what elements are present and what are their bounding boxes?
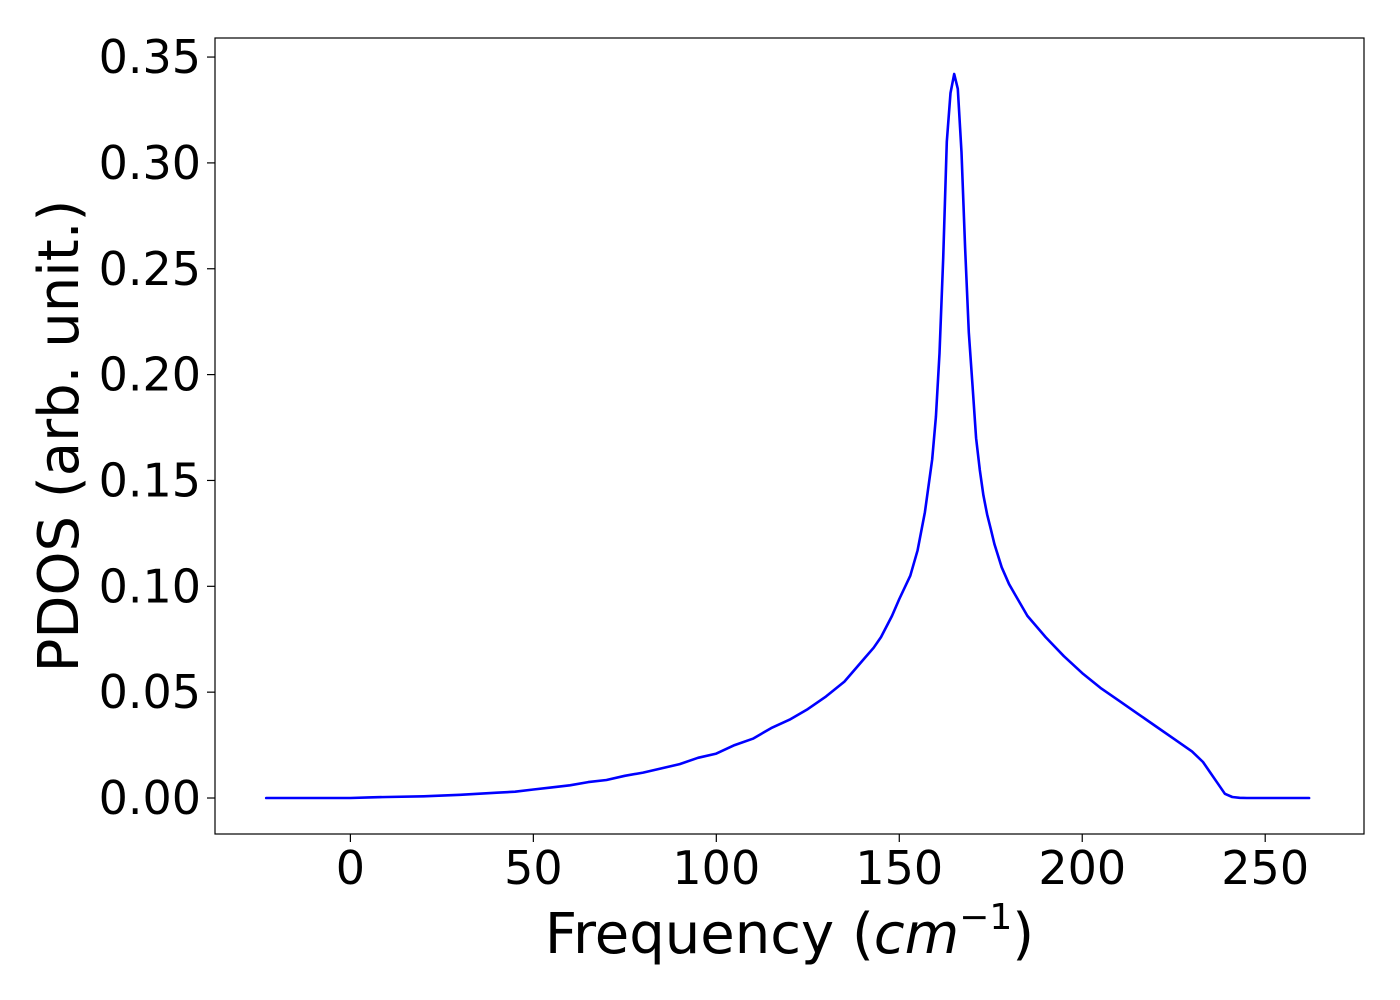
x-tick-label: 150 bbox=[855, 841, 943, 895]
x-axis-title-prefix: Frequency ( bbox=[545, 902, 874, 967]
plot-area-frame bbox=[214, 37, 1365, 835]
y-tick-label: 0.05 bbox=[99, 665, 201, 719]
x-tick-label: 50 bbox=[504, 841, 563, 895]
y-axis-ticks: 0.00 0.05 0.10 0.15 0.20 0.25 0.30 0.35 bbox=[99, 30, 215, 825]
y-tick-label: 0.15 bbox=[99, 453, 201, 507]
y-tick-label: 0.30 bbox=[99, 136, 201, 190]
y-tick-label: 0.10 bbox=[99, 559, 201, 613]
x-axis-title-exponent: −1 bbox=[959, 897, 1012, 938]
y-tick-label: 0.35 bbox=[99, 30, 201, 84]
x-tick-label: 200 bbox=[1038, 841, 1126, 895]
x-axis-title: Frequency (cm−1) bbox=[545, 897, 1034, 967]
x-tick-label: 250 bbox=[1221, 841, 1309, 895]
x-tick-label: 0 bbox=[336, 841, 365, 895]
x-axis-title-suffix: ) bbox=[1012, 902, 1034, 967]
x-axis-title-unit: cm bbox=[874, 902, 959, 967]
x-axis-ticks: 0 50 100 150 200 250 bbox=[336, 834, 1309, 895]
pdos-series-line bbox=[264, 72, 1311, 800]
y-tick-label: 0.20 bbox=[99, 348, 201, 402]
x-tick-label: 100 bbox=[672, 841, 760, 895]
y-tick-label: 0.00 bbox=[99, 771, 201, 825]
y-tick-label: 0.25 bbox=[99, 242, 201, 296]
y-axis-title: PDOS (arb. unit.) bbox=[27, 200, 92, 673]
